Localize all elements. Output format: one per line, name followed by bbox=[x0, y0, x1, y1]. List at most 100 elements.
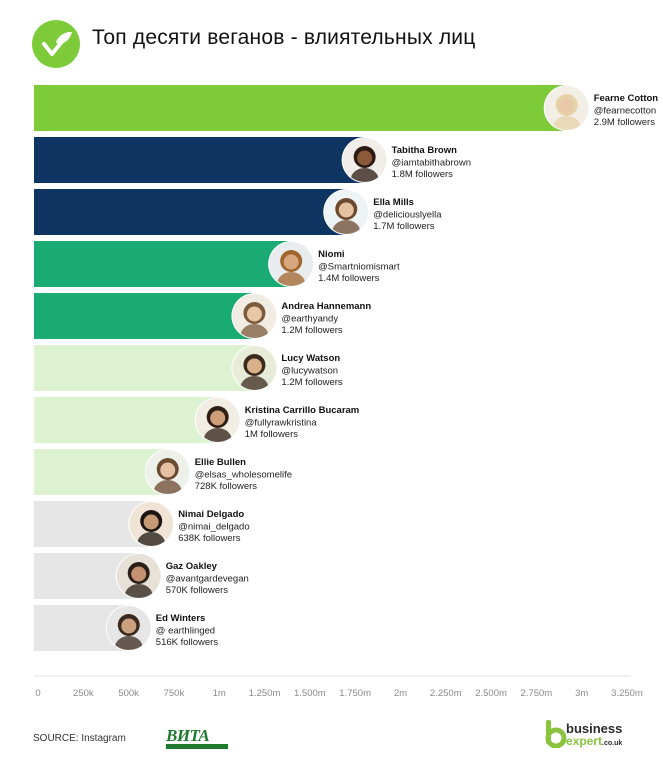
avatar-photo bbox=[324, 190, 369, 234]
avatar-face bbox=[246, 306, 262, 322]
vita-logo-band bbox=[166, 744, 228, 749]
bar-handle-label: @elsas_wholesomelife bbox=[195, 470, 292, 481]
avatar-photo bbox=[342, 138, 387, 182]
bar-followers-label: 638K followers bbox=[178, 533, 241, 544]
x-tick-label: 2m bbox=[394, 688, 407, 699]
avatar-face bbox=[338, 202, 354, 218]
leaf-check-icon bbox=[32, 20, 80, 68]
bar-name-label: Andrea Hannemann bbox=[281, 301, 371, 312]
avatar-body bbox=[350, 168, 379, 182]
avatar-face bbox=[246, 358, 262, 374]
avatar-body bbox=[552, 116, 581, 130]
bar-name-label: Ellie Bullen bbox=[195, 457, 246, 468]
avatar bbox=[543, 85, 590, 131]
avatar bbox=[128, 501, 175, 547]
x-tick-label: 2.750m bbox=[521, 688, 553, 699]
bar-followers-label: 1.7M followers bbox=[373, 221, 434, 232]
vita-logo-text: ВИТА bbox=[166, 726, 210, 745]
business-expert-logo: business expert.co.uk bbox=[544, 720, 634, 752]
avatar-face bbox=[121, 618, 137, 634]
avatar-face bbox=[210, 410, 226, 426]
avatar bbox=[105, 605, 152, 651]
bar bbox=[34, 137, 365, 183]
avatar-face bbox=[559, 98, 575, 114]
bar-followers-label: 1.8M followers bbox=[392, 169, 453, 180]
avatar-photo bbox=[232, 294, 277, 338]
x-tick-label: 1.500m bbox=[294, 688, 326, 699]
bar-name-label: Nimai Delgado bbox=[178, 509, 244, 520]
bar-followers-label: 1.2M followers bbox=[281, 377, 342, 388]
bar-handle-label: @fullyrawkristina bbox=[245, 418, 318, 429]
avatar bbox=[268, 241, 315, 287]
bar-handle-label: @avantgardevegan bbox=[166, 574, 249, 585]
avatar bbox=[231, 293, 278, 339]
bar-name-label: Ed Winters bbox=[156, 613, 206, 624]
avatar-body bbox=[240, 324, 269, 338]
bar-followers-label: 1M followers bbox=[245, 429, 299, 440]
bar-name-label: Kristina Carrillo Bucaram bbox=[245, 405, 360, 416]
bar-handle-label: @lucywatson bbox=[281, 366, 338, 377]
avatar-face bbox=[143, 514, 159, 530]
bar-name-label: Ella Mills bbox=[373, 197, 414, 208]
bar-name-label: Fearne Cotton bbox=[594, 93, 659, 104]
avatar-body bbox=[137, 532, 166, 546]
be-logo-icon bbox=[545, 720, 567, 748]
avatar-face bbox=[283, 254, 299, 270]
bar-handle-label: @Smartniomismart bbox=[318, 262, 400, 273]
bar-name-label: Gaz Oakley bbox=[166, 561, 218, 572]
avatar-body bbox=[114, 636, 143, 650]
avatar bbox=[194, 397, 241, 443]
x-tick-label: 750k bbox=[164, 688, 185, 699]
x-tick-label: 250k bbox=[73, 688, 94, 699]
avatar-photo bbox=[116, 554, 161, 598]
brand-line1: business bbox=[566, 721, 623, 736]
avatar-body bbox=[277, 272, 306, 286]
brand-domain: .co.uk bbox=[602, 740, 623, 747]
bar-name-label: Tabitha Brown bbox=[392, 145, 457, 156]
x-tick-label: 500k bbox=[118, 688, 139, 699]
bar bbox=[34, 241, 292, 287]
bar bbox=[34, 293, 255, 339]
avatar-photo bbox=[232, 346, 277, 390]
avatar-face bbox=[357, 150, 373, 166]
avatar-photo bbox=[145, 450, 190, 494]
bar-followers-label: 2.9M followers bbox=[594, 117, 655, 128]
avatar-body bbox=[240, 376, 269, 390]
brand-line2-word: expert bbox=[566, 734, 603, 748]
x-tick-label: 0 bbox=[35, 688, 40, 699]
avatar bbox=[115, 553, 162, 599]
bar-handle-label: @fearnecotton bbox=[594, 106, 656, 117]
bar-followers-label: 1.4M followers bbox=[318, 273, 379, 284]
x-tick-label: 2.500m bbox=[475, 688, 507, 699]
bar bbox=[34, 397, 218, 443]
x-tick-label: 1.750m bbox=[339, 688, 371, 699]
bar-group: Kristina Carrillo Bucaram @fullyrawkristi… bbox=[34, 397, 360, 443]
header: Топ десяти веганов - влиятельных лиц bbox=[0, 0, 663, 80]
x-tick-label: 1.250m bbox=[249, 688, 281, 699]
avatar-photo bbox=[544, 86, 589, 130]
bar-followers-label: 728K followers bbox=[195, 481, 258, 492]
page-title: Топ десяти веганов - влиятельных лиц bbox=[92, 26, 476, 49]
vita-logo: ВИТА bbox=[166, 726, 228, 749]
bar-name-label: Lucy Watson bbox=[281, 353, 340, 364]
avatar-photo bbox=[106, 606, 151, 650]
avatar bbox=[144, 449, 191, 495]
avatar-body bbox=[332, 220, 361, 234]
avatar-face bbox=[131, 566, 147, 582]
avatar-body bbox=[153, 480, 182, 494]
bar-followers-label: 516K followers bbox=[156, 637, 219, 648]
bar-handle-label: @deliciouslyella bbox=[373, 210, 442, 221]
bar-handle-label: @nimai_delgado bbox=[178, 522, 249, 533]
source-note: SOURCE: Instagram bbox=[33, 733, 126, 744]
x-tick-label: 3m bbox=[575, 688, 588, 699]
bar bbox=[34, 189, 347, 235]
